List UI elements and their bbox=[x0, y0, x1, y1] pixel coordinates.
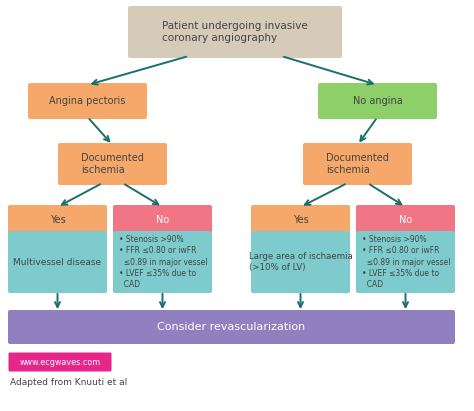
Text: • Stenosis >90%
• FFR ≤0.80 or iwFR
  ≤0.89 in major vessel
• LVEF ≤35% due to
 : • Stenosis >90% • FFR ≤0.80 or iwFR ≤0.8… bbox=[362, 236, 450, 289]
FancyBboxPatch shape bbox=[9, 353, 111, 372]
Text: Documented
ischemia: Documented ischemia bbox=[81, 153, 144, 175]
FancyBboxPatch shape bbox=[8, 310, 455, 344]
Text: Documented
ischemia: Documented ischemia bbox=[326, 153, 389, 175]
Text: • Stenosis >90%
• FFR ≤0.80 or iwFR
  ≤0.89 in major vessel
• LVEF ≤35% due to
 : • Stenosis >90% • FFR ≤0.80 or iwFR ≤0.8… bbox=[119, 236, 208, 289]
FancyBboxPatch shape bbox=[251, 205, 350, 235]
Text: Patient undergoing invasive
coronary angiography: Patient undergoing invasive coronary ang… bbox=[162, 21, 308, 43]
FancyBboxPatch shape bbox=[8, 231, 107, 293]
Text: Multivessel disease: Multivessel disease bbox=[13, 258, 101, 266]
Text: www.ecgwaves.com: www.ecgwaves.com bbox=[19, 358, 100, 367]
Text: No: No bbox=[156, 215, 169, 225]
Text: No angina: No angina bbox=[353, 96, 402, 106]
Text: Adapted from Knuuti et al: Adapted from Knuuti et al bbox=[10, 378, 127, 387]
FancyBboxPatch shape bbox=[8, 205, 107, 235]
FancyBboxPatch shape bbox=[58, 143, 167, 185]
Text: Yes: Yes bbox=[50, 215, 65, 225]
FancyBboxPatch shape bbox=[356, 231, 455, 293]
FancyBboxPatch shape bbox=[318, 83, 437, 119]
FancyBboxPatch shape bbox=[251, 231, 350, 293]
FancyBboxPatch shape bbox=[28, 83, 147, 119]
Text: Yes: Yes bbox=[292, 215, 309, 225]
Text: Large area of ischaemia
(>10% of LV): Large area of ischaemia (>10% of LV) bbox=[249, 252, 352, 272]
Text: No: No bbox=[399, 215, 412, 225]
FancyBboxPatch shape bbox=[113, 231, 212, 293]
FancyBboxPatch shape bbox=[113, 205, 212, 235]
Text: Consider revascularization: Consider revascularization bbox=[157, 322, 306, 332]
FancyBboxPatch shape bbox=[303, 143, 412, 185]
FancyBboxPatch shape bbox=[128, 6, 342, 58]
FancyBboxPatch shape bbox=[356, 205, 455, 235]
Text: Angina pectoris: Angina pectoris bbox=[49, 96, 126, 106]
